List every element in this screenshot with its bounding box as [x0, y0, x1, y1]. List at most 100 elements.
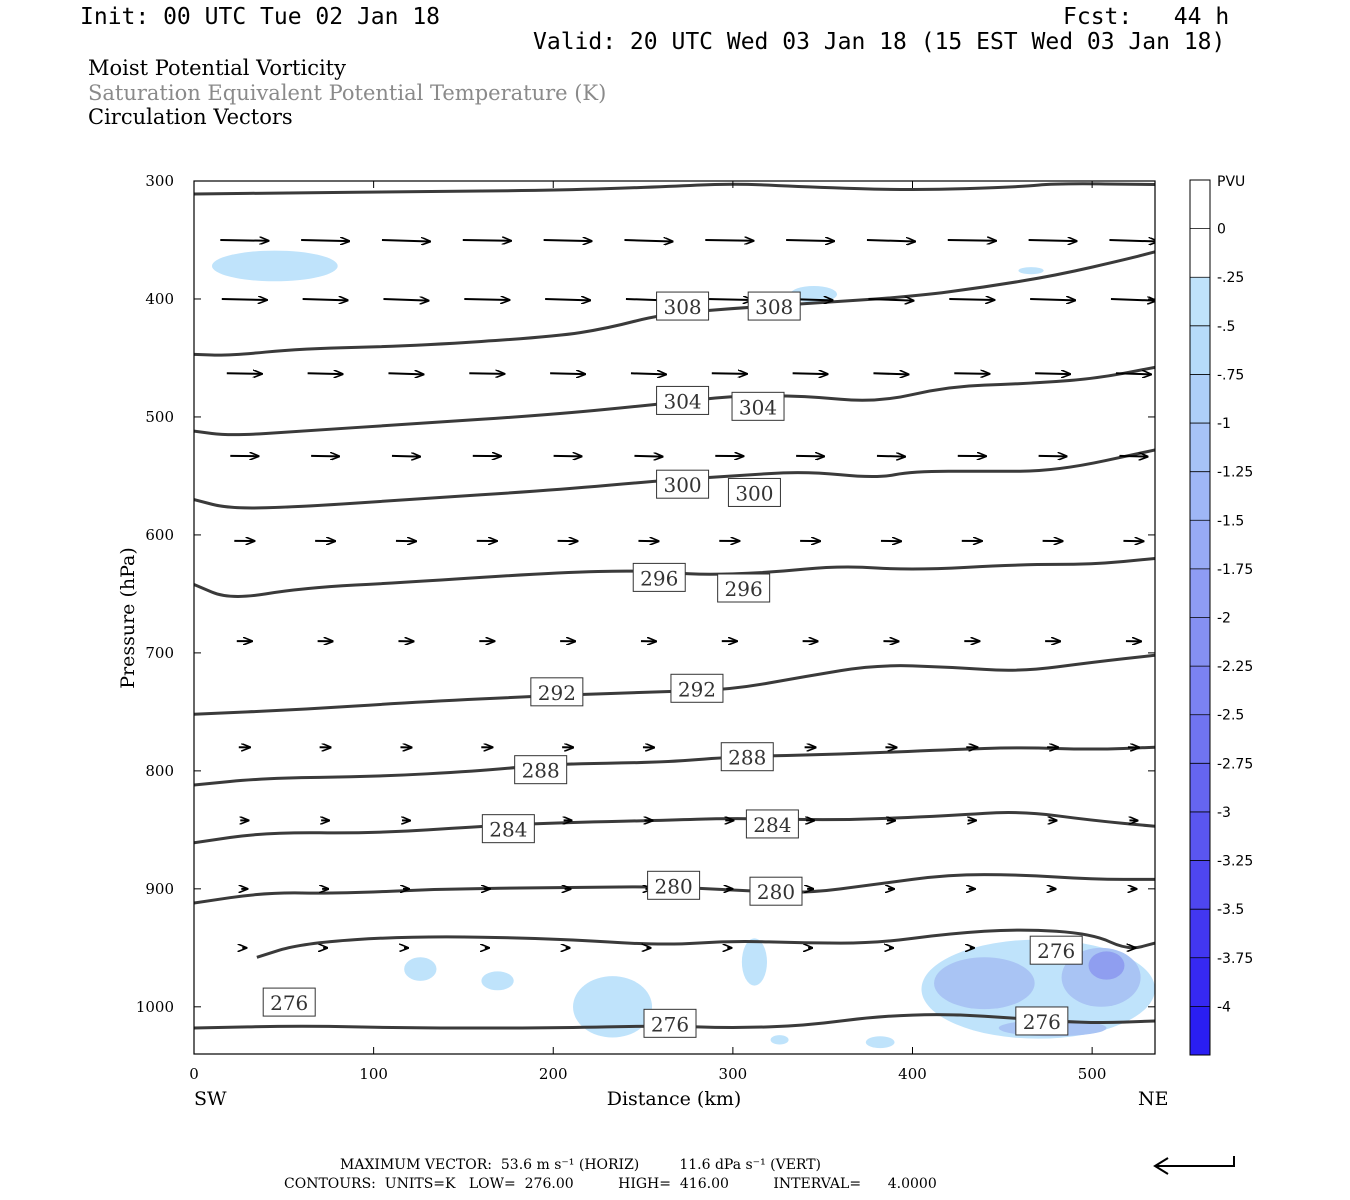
contour-label-text: 300: [735, 481, 773, 505]
contour-label-300: 300: [727, 477, 781, 507]
contour-label-308: 308: [747, 291, 801, 321]
circulation-vector: [383, 299, 428, 301]
contour-label-276: 276: [643, 1008, 697, 1038]
y-tick-label: 800: [145, 762, 174, 780]
circulation-vector: [1109, 240, 1155, 241]
circulation-vectors: [220, 240, 1155, 948]
colorbar-swatch: [1190, 180, 1210, 229]
colorbar-swatch: [1190, 277, 1210, 326]
colorbar-label: 0: [1217, 222, 1226, 238]
circulation-vector: [1035, 373, 1070, 374]
contour-label-box: [632, 562, 686, 592]
y-axis-label: Pressure (hPa): [117, 547, 139, 689]
circulation-vector: [1028, 240, 1077, 241]
colorbar-swatch: [1190, 666, 1210, 715]
field-title-pv: Moist Potential Vorticity: [88, 56, 346, 80]
circulation-vector: [311, 456, 339, 457]
contour-label-box: [481, 814, 535, 844]
contour-label-276: 276: [1029, 935, 1083, 965]
colorbar-label: -.5: [1217, 319, 1235, 335]
colorbar-label: -2.5: [1217, 708, 1244, 724]
colorbar-swatch: [1190, 374, 1210, 424]
pv-area: [1088, 951, 1125, 980]
contour-label-box: [656, 469, 710, 499]
colorbar-label: -3.75: [1217, 951, 1253, 967]
colorbar-swatch: [1190, 714, 1210, 764]
circulation-vector: [873, 373, 908, 374]
contour-label-box: [747, 291, 801, 321]
x-tick-label: 500: [1078, 1065, 1107, 1083]
pv-area: [1018, 267, 1044, 275]
contour-label-text: 280: [655, 874, 693, 898]
contour-label-box: [643, 1008, 697, 1038]
sw-label: SW: [194, 1088, 227, 1110]
colorbar-label: -2: [1217, 611, 1231, 627]
circulation-vector: [624, 240, 672, 241]
plot-frame: [193, 180, 1156, 1055]
contour-label-296: 296: [717, 573, 771, 603]
forecast-hour: Fcst: 44 h: [1063, 4, 1230, 30]
colorbar-swatch: [1190, 325, 1210, 375]
contour-label-text: 280: [757, 880, 795, 904]
y-tick-label: 700: [145, 644, 174, 662]
contour-label-box: [262, 987, 316, 1017]
colorbar-label: -3.25: [1217, 854, 1253, 870]
colorbar-label: -4: [1217, 999, 1231, 1015]
contour-label-292: 292: [670, 673, 724, 703]
colorbar-label: -3.5: [1217, 902, 1244, 918]
circulation-vector: [302, 299, 348, 300]
contour-label-280: 280: [647, 870, 701, 900]
circulation-vector: [1115, 373, 1151, 374]
circulation-vector: [1119, 456, 1147, 457]
contour-label-284: 284: [481, 814, 535, 844]
circulation-vector: [786, 240, 834, 241]
contour-label-box: [720, 742, 774, 772]
contour-label-box: [749, 876, 803, 906]
circulation-vector: [301, 240, 349, 241]
contour-label-text: 308: [755, 295, 793, 319]
contour-label-288: 288: [720, 742, 774, 772]
circulation-vector: [866, 240, 915, 241]
contour-label-304: 304: [731, 391, 785, 421]
contour-label-276: 276: [1015, 1006, 1069, 1036]
contour-label-292: 292: [530, 677, 584, 707]
circulation-vector: [553, 456, 582, 457]
x-tick-label: 200: [539, 1065, 568, 1083]
y-tick-label: 1000: [136, 998, 174, 1016]
field-title-vectors: Circulation Vectors: [88, 105, 293, 129]
circulation-vector: [947, 240, 996, 241]
pv-area: [211, 250, 338, 282]
colorbar-swatch: [1190, 471, 1210, 521]
circulation-vector: [634, 456, 662, 457]
colorbar-swatch: [1190, 763, 1210, 812]
reference-vector-arrow: [1153, 1156, 1235, 1175]
colorbar-label: -1.5: [1217, 513, 1244, 529]
contour-label-300: 300: [656, 469, 710, 499]
colorbar-swatch: [1190, 957, 1210, 1007]
circulation-vector: [796, 456, 824, 457]
contour-label-text: 308: [663, 295, 701, 319]
contour-label-308: 308: [656, 291, 710, 321]
circulation-vector: [543, 240, 592, 241]
pv-area: [770, 1035, 789, 1045]
contour-label-276: 276: [262, 987, 316, 1017]
circulation-vector: [954, 373, 989, 374]
y-tick-label: 600: [145, 526, 174, 544]
contour-label-box: [670, 673, 724, 703]
circulation-vector: [464, 299, 509, 300]
colorbar-label: -2.75: [1217, 756, 1253, 772]
contour-284: [194, 811, 1155, 845]
circulation-vector: [469, 373, 504, 374]
contour-label-text: 304: [739, 395, 777, 419]
contour-label-text: 288: [522, 759, 560, 783]
x-tick-label: 300: [719, 1065, 748, 1083]
max-vector-info: MAXIMUM VECTOR: 53.6 m s⁻¹ (HORIZ) 11.6 …: [340, 1157, 822, 1173]
contour-label-box: [530, 677, 584, 707]
circulation-vector: [391, 456, 420, 457]
y-tick-label: 500: [145, 408, 174, 426]
circulation-vector: [1110, 299, 1155, 301]
y-tick-label: 300: [145, 172, 174, 190]
circulation-vector: [220, 240, 268, 241]
circulation-vector: [1030, 299, 1075, 300]
pv-area: [481, 971, 514, 991]
